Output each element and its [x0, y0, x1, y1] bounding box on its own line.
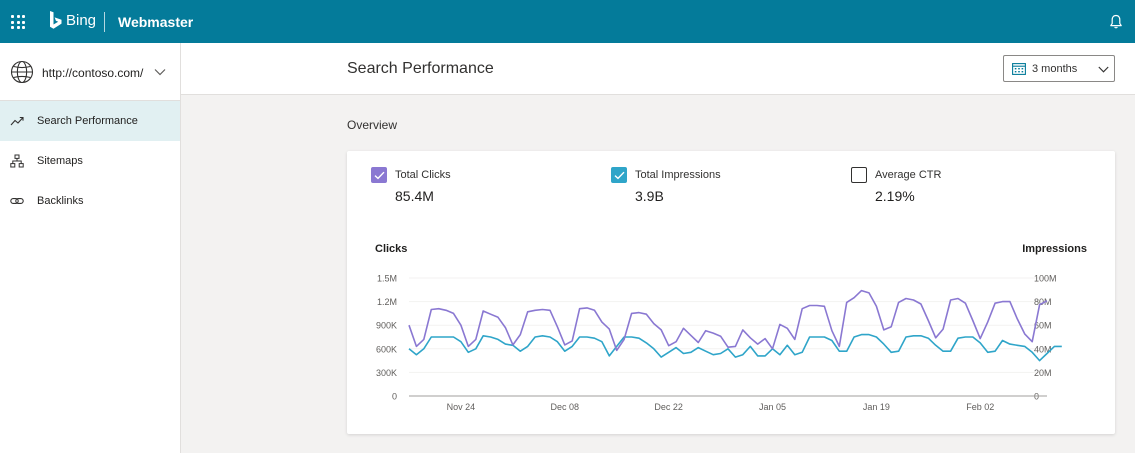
x-tick-label: Jan 05 — [759, 402, 786, 412]
trend-icon — [10, 116, 24, 126]
y-tick-label-left: 0 — [392, 392, 397, 402]
total-impressions-checkbox[interactable] — [611, 167, 627, 183]
bing-b-icon — [50, 11, 62, 29]
impressions-series-line — [408, 333, 1062, 362]
y-tick-label-right: 20M — [1034, 368, 1052, 378]
checkmark-icon — [374, 171, 385, 180]
date-range-value: 3 months — [1032, 63, 1078, 75]
site-selector[interactable]: http://contoso.com/ — [0, 43, 180, 101]
performance-card: Total Clicks 85.4M Total Impressions 3.9… — [347, 151, 1115, 434]
checkmark-icon — [614, 171, 625, 180]
y-tick-label-right: 60M — [1034, 321, 1052, 331]
x-tick-label: Dec 22 — [654, 402, 683, 412]
clicks-series-line — [408, 289, 1048, 352]
average-ctr-checkbox[interactable] — [851, 167, 867, 183]
sidebar-item-label: Search Performance — [37, 115, 138, 127]
metric-value: 3.9B — [635, 188, 664, 204]
page-title: Search Performance — [347, 60, 494, 77]
x-tick-label: Jan 19 — [863, 402, 890, 412]
link-icon — [10, 198, 24, 204]
y-tick-label-left: 600K — [376, 344, 397, 354]
y-tick-label-right: 80M — [1034, 297, 1052, 307]
metric-value: 2.19% — [875, 188, 915, 204]
metric-label: Total Clicks — [395, 169, 451, 181]
chevron-down-icon — [1098, 66, 1109, 73]
main-header: Search Performance 3 months — [181, 43, 1135, 95]
sidebar-item-label: Backlinks — [37, 195, 84, 207]
brand-separator — [104, 12, 105, 32]
x-tick-label: Dec 08 — [551, 402, 580, 412]
brand-name: Bing — [66, 12, 97, 29]
x-tick-label: Nov 24 — [447, 402, 476, 412]
product-name[interactable]: Webmaster — [118, 14, 194, 30]
sidebar-item-search-performance[interactable]: Search Performance — [0, 101, 180, 141]
total-clicks-checkbox[interactable] — [371, 167, 387, 183]
globe-icon — [10, 60, 34, 84]
app-launcher-icon[interactable] — [11, 15, 25, 29]
sidebar: http://contoso.com/ Search Performance S… — [0, 43, 181, 453]
sitemap-icon — [10, 154, 24, 168]
y-tick-label-left: 1.2M — [377, 297, 397, 307]
notifications-bell-icon[interactable] — [1109, 14, 1123, 30]
section-title: Overview — [347, 118, 398, 132]
metric-label: Average CTR — [875, 169, 942, 181]
sidebar-item-sitemaps[interactable]: Sitemaps — [0, 141, 180, 181]
metric-label: Total Impressions — [635, 169, 721, 181]
y-tick-label-left: 300K — [376, 368, 397, 378]
metric-value: 85.4M — [395, 188, 434, 204]
y-tick-label-right: 100M — [1034, 274, 1057, 284]
top-bar: Bing Webmaster — [0, 0, 1135, 43]
y-tick-label-right: 40M — [1034, 344, 1052, 354]
bing-logo[interactable]: Bing — [49, 11, 96, 30]
date-range-dropdown[interactable]: 3 months — [1003, 55, 1115, 82]
y-tick-label-left: 1.5M — [377, 274, 397, 284]
calendar-icon — [1012, 63, 1026, 75]
site-url: http://contoso.com/ — [42, 66, 144, 80]
left-axis-title: Clicks — [375, 243, 408, 255]
y-tick-label-left: 900K — [376, 321, 397, 331]
right-axis-title: Impressions — [1022, 243, 1087, 255]
performance-chart[interactable]: 00300K20M600K40M900K60M1.2M80M1.5M100MNo… — [347, 151, 1115, 434]
chevron-down-icon[interactable] — [154, 68, 166, 76]
x-tick-label: Feb 02 — [966, 402, 994, 412]
sidebar-item-label: Sitemaps — [37, 155, 83, 167]
sidebar-item-backlinks[interactable]: Backlinks — [0, 181, 180, 221]
